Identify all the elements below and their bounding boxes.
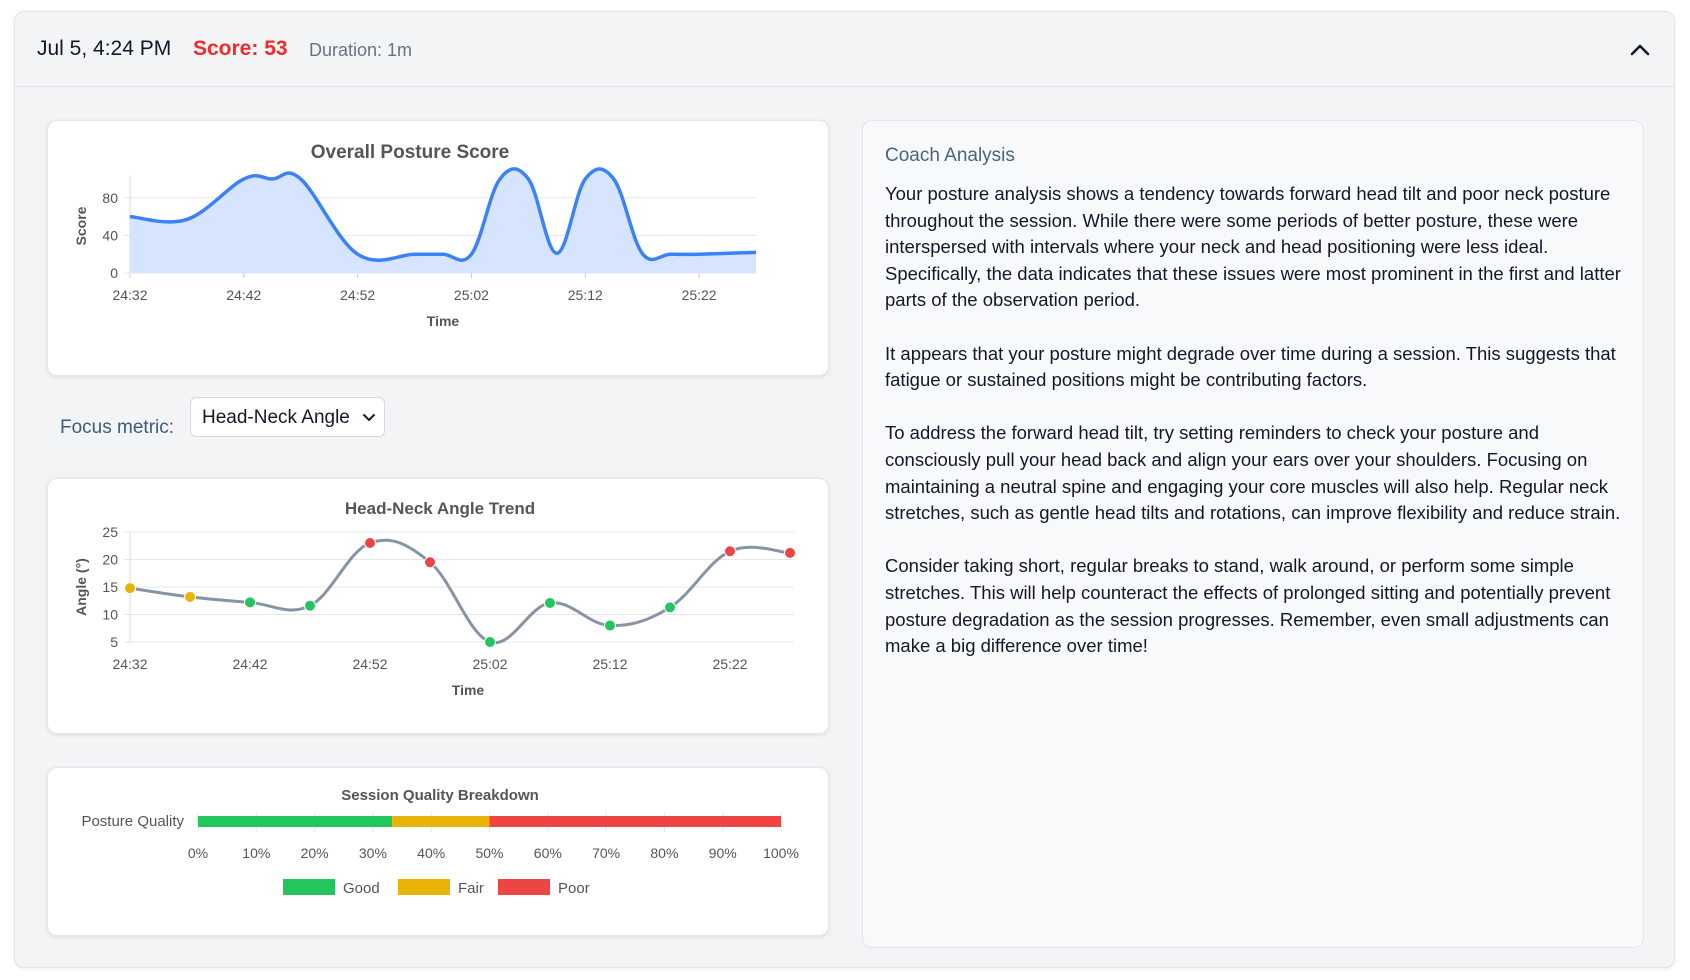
x-tick-label: 0%	[188, 845, 208, 861]
legend-swatch	[398, 879, 450, 895]
x-tick-label: 100%	[763, 845, 799, 861]
data-point	[544, 596, 556, 609]
x-tick-label: 80%	[650, 845, 678, 861]
focus-metric-value: Head-Neck Angle	[202, 407, 350, 428]
x-tick-label: 25:22	[712, 656, 747, 672]
score-area	[130, 168, 756, 273]
x-tick-label: 25:12	[592, 656, 627, 672]
y-tick-label: 0	[110, 265, 118, 281]
quality-breakdown-chart: Session Quality Breakdown Posture Quality…	[81, 787, 799, 897]
chart-title: Session Quality Breakdown	[341, 787, 539, 804]
x-tick-label: 25:22	[682, 287, 717, 303]
x-tick-label: 20%	[301, 845, 329, 861]
chart-title: Head-Neck Angle Trend	[345, 499, 535, 518]
angle-trend-panel: Head-Neck Angle Trend 5 10 15 20 25 24:32 24:42…	[47, 478, 829, 734]
angle-trend-chart: Head-Neck Angle Trend 5 10 15 20 25 24:32 24:42…	[73, 499, 796, 698]
legend-label: Fair	[458, 880, 484, 897]
x-tick-label: 30%	[359, 845, 387, 861]
session-card: Jul 5, 4:24 PM Score: 53 Duration: 1m Ov…	[14, 11, 1675, 968]
bar-segment	[198, 816, 393, 827]
x-axis-label: Time	[427, 313, 460, 329]
x-tick-label: 25:12	[568, 287, 603, 303]
x-tick-label: 40%	[417, 845, 445, 861]
x-tick-label: 24:42	[232, 656, 267, 672]
y-axis-label: Angle (°)	[73, 558, 89, 616]
bar-segment	[392, 816, 490, 827]
x-tick-label: 24:42	[226, 287, 261, 303]
y-tick-label: 40	[102, 227, 118, 243]
session-score: Score: 53	[193, 37, 288, 60]
x-tick-label: 60%	[534, 845, 562, 861]
data-point	[364, 537, 376, 549]
y-axis-label: Score	[73, 206, 89, 245]
x-axis-label: Time	[452, 682, 485, 698]
focus-metric-label: Focus metric:	[60, 417, 175, 438]
y-tick-label: 15	[102, 579, 118, 595]
data-point	[664, 601, 676, 614]
y-tick-label: 25	[102, 524, 118, 540]
coach-paragraph: Consider taking short, regular breaks to…	[885, 555, 1611, 657]
posture-score-chart: Overall Posture Score 0 40 80 24:32 24:42 24:5…	[73, 142, 757, 329]
x-tick-label: 24:52	[340, 287, 375, 303]
y-tick-label: 20	[102, 552, 118, 568]
session-date: Jul 5, 4:24 PM	[37, 37, 172, 60]
score-line	[129, 167, 757, 262]
x-tick-label: 90%	[709, 845, 737, 861]
data-point	[484, 636, 496, 648]
legend-swatch	[283, 879, 335, 895]
x-tick-label: 24:52	[352, 656, 387, 672]
coach-paragraph: Your posture analysis shows a tendency t…	[885, 183, 1621, 311]
data-point	[724, 545, 736, 558]
bar-segment	[489, 816, 781, 827]
data-point	[424, 556, 436, 569]
quality-breakdown-panel: Session Quality Breakdown Posture Quality…	[47, 767, 829, 936]
y-tick-label: 10	[102, 607, 118, 623]
x-tick-label: 25:02	[454, 287, 489, 303]
session-header[interactable]: Jul 5, 4:24 PM Score: 53 Duration: 1m	[15, 12, 1674, 87]
x-tick-label: 25:02	[472, 656, 507, 672]
y-tick-label: 5	[110, 634, 118, 650]
legend-label: Good	[343, 880, 380, 897]
coach-analysis-body: Your posture analysis shows a tendency t…	[885, 181, 1625, 686]
category-label: Posture Quality	[81, 813, 184, 830]
angle-line	[129, 538, 791, 645]
chevron-up-icon	[1630, 44, 1650, 56]
posture-score-panel: Overall Posture Score 0 40 80 24:32 24:42 24:5…	[47, 120, 829, 376]
legend-swatch	[498, 879, 550, 895]
data-point	[124, 582, 136, 595]
session-duration: Duration: 1m	[309, 40, 413, 60]
data-point	[604, 619, 616, 632]
x-tick-label: 24:32	[112, 287, 147, 303]
focus-metric-select[interactable]: Head-Neck Angle	[190, 397, 385, 437]
x-tick-label: 24:32	[112, 656, 147, 672]
legend-label: Poor	[558, 880, 590, 897]
x-tick-label: 50%	[475, 845, 503, 861]
coach-analysis-panel: Coach Analysis Your posture analysis sho…	[862, 120, 1644, 948]
y-tick-label: 80	[102, 190, 118, 206]
collapse-button[interactable]	[1622, 32, 1658, 68]
data-point	[784, 546, 796, 559]
chevron-down-icon	[363, 414, 375, 421]
coach-paragraph: To address the forward head tilt, try se…	[885, 422, 1621, 524]
x-tick-label: 10%	[242, 845, 270, 861]
chart-title: Overall Posture Score	[311, 142, 510, 163]
coach-analysis-title: Coach Analysis	[885, 145, 1015, 166]
coach-paragraph: It appears that your posture might degra…	[885, 342, 1616, 391]
x-tick-label: 70%	[592, 845, 620, 861]
data-point	[304, 599, 316, 612]
data-point	[244, 596, 256, 609]
data-point	[184, 590, 196, 603]
